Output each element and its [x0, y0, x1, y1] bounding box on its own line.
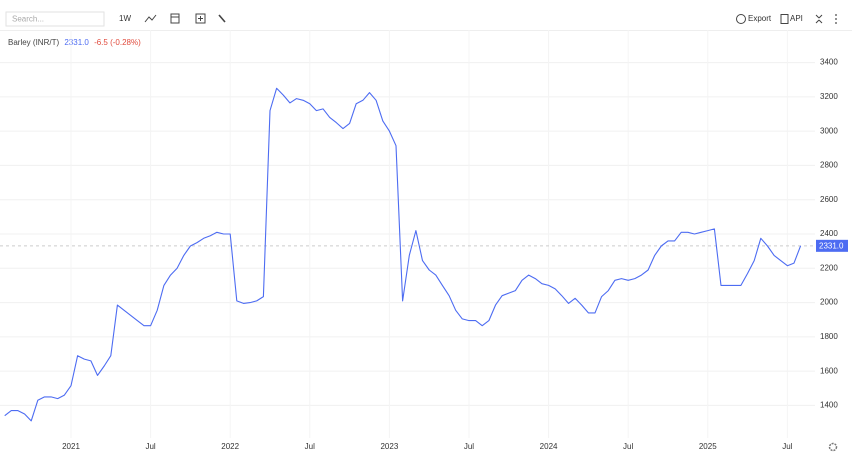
plot: [0, 30, 815, 438]
x-tick-label: Jul: [145, 442, 155, 451]
x-tick-label: Jul: [464, 442, 474, 451]
x-tick-label: 2021: [62, 442, 80, 451]
x-tick-label: 2024: [540, 442, 558, 451]
legend-last: 2331.0: [64, 38, 89, 47]
search-placeholder: Search...: [12, 15, 44, 24]
last-value-label: 2331.0: [819, 241, 844, 250]
x-tick-label: 2025: [699, 442, 717, 451]
x-tick-label: 2022: [221, 442, 239, 451]
tools-icon[interactable]: [218, 14, 226, 23]
menu-icon-dot: [835, 18, 837, 20]
y-tick-label: 2200: [820, 263, 838, 272]
y-tick-label: 1800: [820, 332, 838, 341]
add-icon[interactable]: [195, 13, 206, 24]
y-tick-label: 3000: [820, 126, 838, 135]
y-tick-label: 1400: [820, 401, 838, 410]
x-tick-label: 2023: [380, 442, 398, 451]
export-button[interactable]: Export: [748, 14, 772, 23]
y-tick-label: 2400: [820, 229, 838, 238]
calendar-icon[interactable]: [170, 13, 180, 24]
menu-icon-dot: [835, 22, 837, 24]
x-tick-label: Jul: [305, 442, 315, 451]
price-line: [4, 87, 802, 422]
api-button[interactable]: API: [790, 14, 803, 23]
api-icon[interactable]: [780, 14, 789, 24]
menu-icon[interactable]: [835, 14, 837, 16]
y-tick-label: 3200: [820, 92, 838, 101]
add-icon-plus: [198, 16, 203, 21]
x-tick-label: Jul: [782, 442, 792, 451]
last-value-tag: [816, 239, 848, 252]
y-tick-label: 2800: [820, 161, 838, 170]
line-type-icon[interactable]: [144, 14, 157, 23]
settings-icon[interactable]: [828, 442, 838, 452]
fullscreen-icon[interactable]: [815, 14, 823, 24]
x-tick-label: Jul: [623, 442, 633, 451]
y-tick-label: 2600: [820, 195, 838, 204]
legend-change: -6.5 (-0.28%): [94, 38, 141, 47]
search-box[interactable]: [5, 11, 105, 27]
legend-name: Barley (INR/T): [8, 38, 59, 47]
y-tick-label: 1600: [820, 366, 838, 375]
y-tick-label: 3400: [820, 58, 838, 67]
export-icon[interactable]: [736, 14, 746, 24]
interval-button[interactable]: 1W: [119, 14, 131, 23]
legend: Barley (INR/T) 2331.0 -6.5 (-0.28%): [8, 38, 141, 47]
y-tick-label: 2000: [820, 298, 838, 307]
